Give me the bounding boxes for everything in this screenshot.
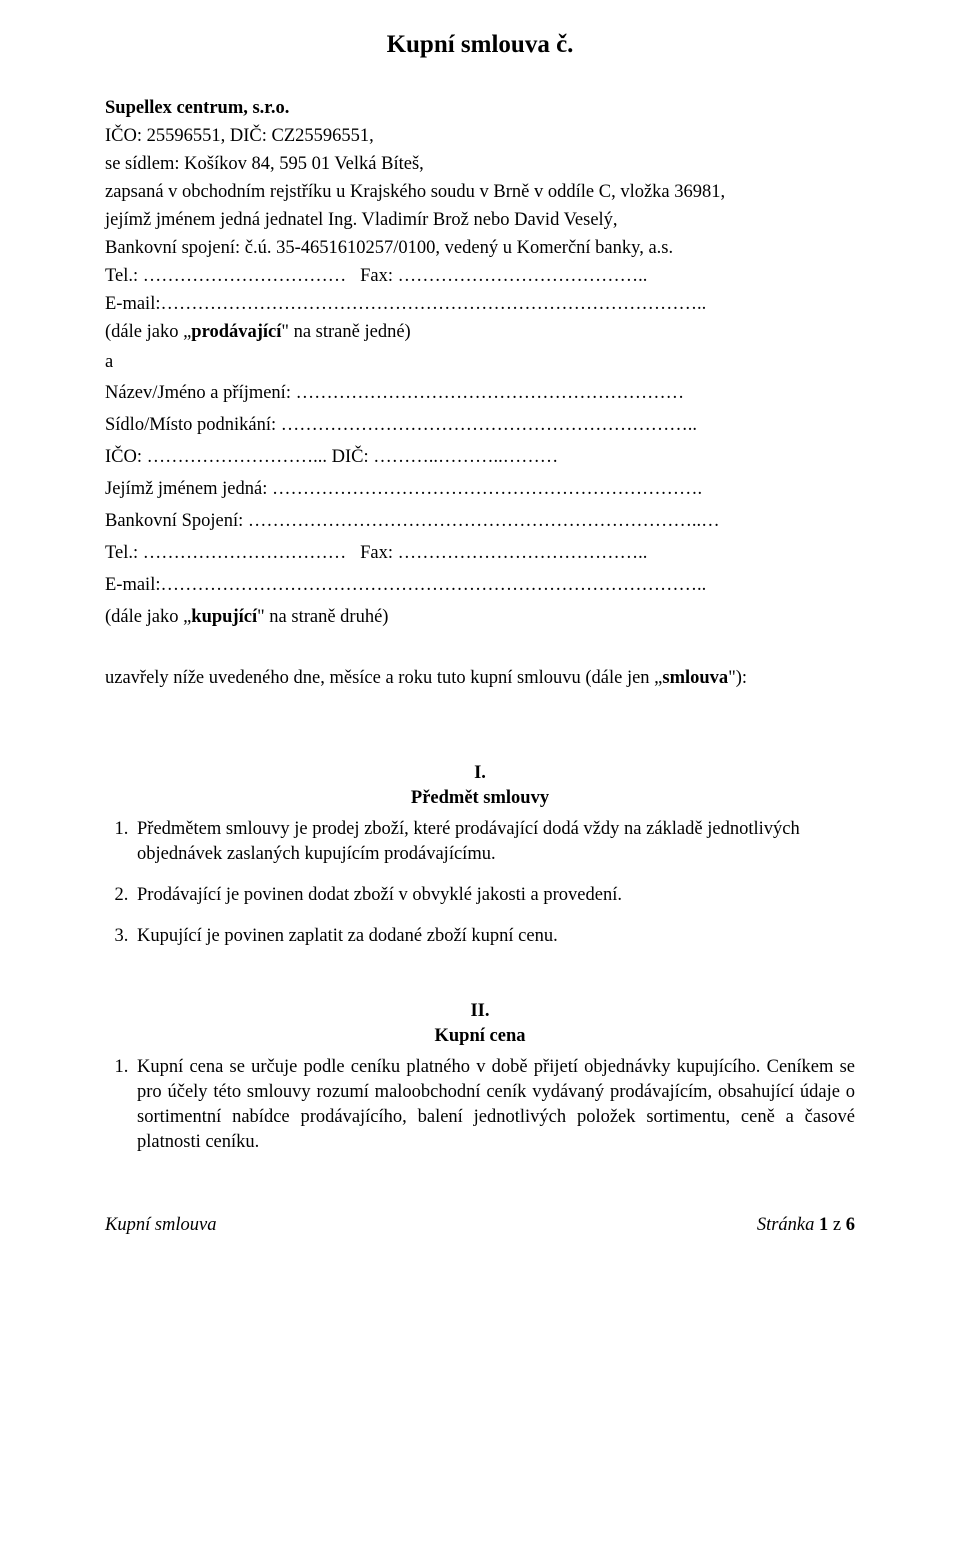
- seller-role-close: " na straně jedné): [281, 322, 410, 342]
- seller-address: se sídlem: Košíkov 84, 595 01 Velká Bíte…: [105, 152, 855, 177]
- section-1-number: I.: [105, 761, 855, 786]
- section-1-title: Předmět smlouvy: [105, 786, 855, 811]
- buyer-email: E-mail:……………………………………………………………………………..: [105, 573, 855, 598]
- footer-doc-title: Kupní smlouva: [105, 1213, 217, 1238]
- closing-prefix: uzavřely níže uvedeného dne, měsíce a ro…: [105, 668, 662, 688]
- seller-fax: Fax: …………………………………..: [360, 266, 647, 286]
- footer-page-total: 6: [846, 1215, 855, 1235]
- seller-block: Supellex centrum, s.r.o. IČO: 25596551, …: [105, 96, 855, 345]
- list-item: Kupní cena se určuje podle ceníku platné…: [133, 1055, 855, 1155]
- seller-tel: Tel.: ……………………………: [105, 266, 346, 286]
- buyer-signs-line: Jejímž jménem jedná: ……………………………………………………: [105, 477, 855, 502]
- buyer-block: Název/Jméno a příjmení: ……………………………………………: [105, 381, 855, 630]
- page-title: Kupní smlouva č.: [105, 28, 855, 62]
- seller-represented-by: jejímž jménem jedná jednatel Ing. Vladim…: [105, 208, 855, 233]
- seller-registry: zapsaná v obchodním rejstříku u Krajskéh…: [105, 180, 855, 205]
- section-2-title: Kupní cena: [105, 1024, 855, 1049]
- seller-role-line: (dále jako „prodávající" na straně jedné…: [105, 320, 855, 345]
- seller-tel-fax: Tel.: …………………………… Fax: …………………………………..: [105, 264, 855, 289]
- connector-a: a: [105, 350, 855, 375]
- closing-suffix: "):: [728, 668, 747, 688]
- buyer-tel-fax: Tel.: …………………………… Fax: …………………………………..: [105, 541, 855, 566]
- footer-page-num: 1: [819, 1215, 828, 1235]
- seller-name: Supellex centrum, s.r.o.: [105, 96, 855, 121]
- list-item: Kupující je povinen zaplatit za dodané z…: [133, 924, 855, 949]
- buyer-role-open: (dále jako „: [105, 607, 191, 627]
- buyer-role-word: kupující: [191, 607, 257, 627]
- seller-role-open: (dále jako „: [105, 322, 191, 342]
- list-item: Prodávající je povinen dodat zboží v obv…: [133, 883, 855, 908]
- buyer-role-line: (dále jako „kupující" na straně druhé): [105, 605, 855, 630]
- seller-role-word: prodávající: [191, 322, 281, 342]
- seller-email: E-mail:……………………………………………………………………………..: [105, 292, 855, 317]
- section-2-number: II.: [105, 999, 855, 1024]
- buyer-name-line: Název/Jméno a příjmení: ……………………………………………: [105, 381, 855, 406]
- closing-sentence: uzavřely níže uvedeného dne, měsíce a ro…: [105, 666, 855, 691]
- buyer-tel: Tel.: ……………………………: [105, 543, 346, 563]
- page-footer: Kupní smlouva Stránka 1 z 6: [105, 1213, 855, 1238]
- section-1-list: Předmětem smlouvy je prodej zboží, které…: [105, 817, 855, 949]
- footer-page-of: Stránka 1 z 6: [757, 1213, 855, 1238]
- buyer-ico-dic-line: IČO: ………………………... DIČ: ………..………..………: [105, 445, 855, 470]
- section-2-list: Kupní cena se určuje podle ceníku platné…: [105, 1055, 855, 1155]
- buyer-bank-line: Bankovní Spojení: ……………………………………………………………: [105, 509, 855, 534]
- seller-bank: Bankovní spojení: č.ú. 35-4651610257/010…: [105, 236, 855, 261]
- buyer-fax: Fax: …………………………………..: [360, 543, 647, 563]
- footer-of-word: z: [828, 1215, 845, 1235]
- buyer-address-line: Sídlo/Místo podnikání: ………………………………………………: [105, 413, 855, 438]
- list-item: Předmětem smlouvy je prodej zboží, které…: [133, 817, 855, 867]
- seller-ico-dic: IČO: 25596551, DIČ: CZ25596551,: [105, 124, 855, 149]
- closing-word: smlouva: [662, 668, 728, 688]
- footer-page-word: Stránka: [757, 1215, 819, 1235]
- buyer-role-close: " na straně druhé): [257, 607, 388, 627]
